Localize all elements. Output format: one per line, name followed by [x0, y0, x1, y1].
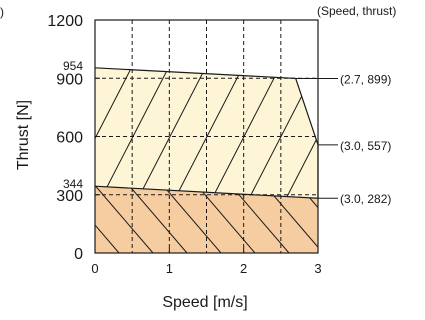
lower-boundary-line — [94, 185, 319, 199]
hatch-line-upper — [406, 20, 425, 253]
annotation-label: (3.0, 282) — [340, 192, 391, 206]
y-tick-label: 0 — [74, 246, 83, 263]
hatch-line-upper — [109, 67, 231, 199]
hatch-line-lower — [0, 183, 51, 253]
y-tick-label: 300 — [56, 188, 83, 205]
x-tick-label: 0 — [91, 261, 98, 276]
y-axis-label: Thrust [N] — [15, 100, 32, 170]
hatch-line-upper — [369, 20, 425, 253]
annotation-label: (3.0, 557) — [340, 139, 391, 153]
hatch-line-upper — [332, 20, 425, 253]
y-tick-label: 900 — [56, 71, 83, 88]
x-tick-label: 2 — [240, 261, 247, 276]
x-axis-label: Speed [m/s] — [162, 294, 247, 311]
y-tick-label: 600 — [56, 130, 83, 147]
cropped-edge-label: ) — [0, 5, 4, 19]
x-tick-label: 3 — [314, 261, 321, 276]
legend-header: (Speed, thrust) — [317, 4, 396, 18]
y-extra-tick-label: 344 — [63, 177, 83, 191]
hatch-line-lower — [95, 186, 120, 253]
annotation-label: (2.7, 899) — [340, 72, 391, 86]
y-tick-label: 1200 — [47, 13, 83, 30]
hatch-line-lower — [160, 186, 222, 253]
x-tick-label: 1 — [166, 261, 173, 276]
hatch-line-lower — [194, 186, 256, 253]
y-extra-tick-label: 954 — [63, 59, 83, 73]
hatch-line-lower — [0, 183, 17, 253]
